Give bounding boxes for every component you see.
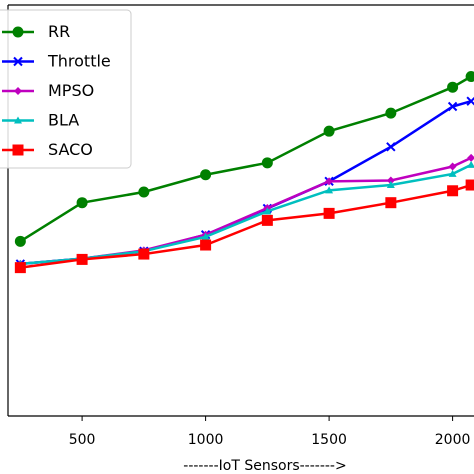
data-point (76, 253, 88, 265)
series-line (20, 156, 472, 266)
data-point (448, 169, 457, 177)
data-point (261, 157, 273, 169)
data-point (14, 116, 22, 124)
data-point (448, 162, 457, 171)
data-point (385, 197, 397, 209)
data-point (447, 185, 459, 197)
legend-item-rr: RR (2, 22, 70, 41)
data-point (201, 232, 210, 240)
data-point (465, 71, 474, 83)
data-point (263, 207, 272, 215)
legend-item-saco: SACO (2, 140, 93, 159)
series-line (20, 183, 472, 269)
series-saco (14, 179, 474, 274)
legend-item-bla: BLA (2, 111, 79, 130)
data-point (14, 87, 22, 95)
series-line (20, 163, 472, 266)
data-point (76, 197, 88, 209)
data-point (385, 107, 397, 119)
series-bla (16, 160, 474, 267)
data-point (200, 169, 212, 181)
x-tick-label: 1500 (311, 432, 347, 448)
legend: RR Throttle MPSO BLA SACO (0, 9, 132, 169)
data-point (386, 181, 395, 189)
x-tick-label: 2000 (435, 432, 471, 448)
legend-label: BLA (48, 111, 79, 130)
data-point (386, 176, 395, 185)
x-tick-label: 1000 (188, 432, 224, 448)
data-point (138, 248, 150, 260)
data-point (323, 207, 335, 219)
data-point (14, 262, 26, 274)
data-point (323, 125, 335, 137)
plot-series (14, 71, 474, 274)
data-point (467, 153, 474, 162)
legend-label: Throttle (47, 52, 111, 71)
legend-label: MPSO (48, 81, 94, 100)
data-point (447, 81, 459, 93)
data-point (325, 177, 334, 186)
data-point (386, 142, 396, 152)
axes: 500 1000 1500 2000 (7, 4, 474, 448)
data-point-stroke (447, 101, 458, 112)
data-point (325, 186, 334, 194)
series-rr (14, 71, 474, 247)
series-mpso (16, 153, 474, 268)
data-point-stroke (386, 142, 396, 152)
data-point (467, 160, 474, 168)
data-point (261, 214, 273, 226)
data-point (465, 179, 474, 191)
x-axis-label: -------IoT Sensors-------> (183, 458, 346, 474)
data-point (12, 144, 24, 156)
legend-label: RR (48, 22, 70, 41)
legend-label: SACO (48, 140, 93, 159)
data-point (138, 186, 150, 198)
legend-item-throttle: Throttle (2, 52, 111, 71)
data-point (13, 56, 23, 67)
data-point-stroke (13, 56, 23, 67)
data-point (12, 26, 24, 38)
data-point (14, 235, 26, 247)
legend-box (0, 9, 132, 169)
legend-item-mpso: MPSO (2, 81, 94, 100)
x-tick-label: 500 (69, 432, 96, 448)
data-point (447, 101, 458, 112)
data-point (200, 239, 212, 251)
